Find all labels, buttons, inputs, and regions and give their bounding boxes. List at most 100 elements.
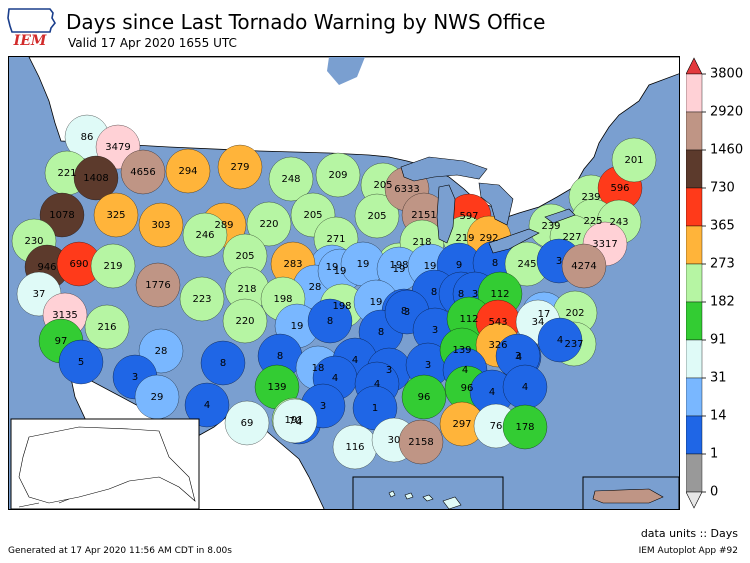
office-value-label: 209 (328, 170, 347, 181)
office-region (222, 298, 268, 344)
logo-text: IEM (13, 33, 47, 48)
office-value-label: 4656 (130, 167, 155, 178)
office-value-label: 292 (479, 233, 498, 244)
office-value-label: 198 (273, 294, 292, 305)
nws-office-regions (11, 114, 657, 470)
office-value-label: 239 (541, 221, 560, 232)
colorbar-tick-label: 31 (710, 371, 727, 386)
office-value-label: 227 (562, 232, 581, 243)
office-value-label: 4 (352, 355, 358, 366)
office-region (224, 400, 270, 446)
office-value-label: 246 (195, 230, 214, 241)
colorbar: 3800 2920 1460 730 365 273 182 91 31 14 1 0 (685, 56, 750, 510)
office-value-label: 543 (488, 317, 507, 328)
office-value-label: 205 (235, 251, 254, 262)
office-value-label: 4 (489, 387, 495, 398)
office-value-label: 297 (452, 419, 471, 430)
colorbar-under-arrow (685, 491, 703, 509)
office-value-label: 3 (386, 365, 392, 376)
colorbar-tick-label: 730 (710, 181, 735, 196)
office-value-label: 283 (283, 259, 302, 270)
map-title: Days since Last Tornado Warning by NWS O… (66, 10, 546, 34)
office-value-label: 220 (235, 316, 254, 327)
colorbar-tick-label: 91 (710, 333, 727, 348)
office-value-label: 3479 (105, 142, 130, 153)
office-value-label: 243 (609, 217, 628, 228)
office-value-label: 289 (214, 220, 233, 231)
office-value-label: 3135 (52, 310, 77, 321)
office-value-label: 4 (374, 379, 380, 390)
office-region (58, 339, 104, 385)
office-value-label: 8 (277, 351, 283, 362)
office-value-label: 220 (259, 219, 278, 230)
office-value-label: 96 (461, 383, 474, 394)
office-value-label: 198 (332, 301, 351, 312)
office-value-label: 19 (393, 264, 406, 275)
office-region (184, 382, 230, 428)
office-region (179, 276, 225, 322)
office-value-label: 28 (155, 346, 168, 357)
office-value-label: 4 (557, 335, 563, 346)
office-value-label: 69 (241, 418, 254, 429)
office-value-label: 2151 (411, 210, 436, 221)
office-value-label: 216 (97, 322, 116, 333)
hawaii-islands (388, 490, 462, 509)
office-value-label: 230 (24, 236, 43, 247)
office-value-label: 8 (492, 258, 498, 269)
office-value-label: 116 (345, 442, 364, 453)
office-value-label: 239 (581, 192, 600, 203)
office-value-label: 596 (610, 183, 629, 194)
puerto-rico-inset (582, 476, 679, 509)
office-value-label: 4 (296, 417, 302, 428)
office-value-label: 96 (418, 392, 431, 403)
office-value-label: 271 (326, 234, 345, 245)
office-region (90, 243, 136, 289)
colorbar-band (685, 453, 703, 493)
alaska-inset (10, 418, 200, 509)
colorbar-band (685, 187, 703, 227)
colorbar-band (685, 225, 703, 265)
office-value-label: 205 (367, 211, 386, 222)
office-region (561, 243, 607, 289)
generated-note: Generated at 17 Apr 2020 11:56 AM CDT in… (8, 546, 232, 556)
office-value-label: 4 (332, 373, 338, 384)
office-value-label: 5 (78, 357, 84, 368)
office-value-label: 19 (370, 297, 383, 308)
office-value-label: 139 (267, 382, 286, 393)
office-value-label: 198 (389, 260, 408, 271)
office-value-label: 3 (320, 401, 326, 412)
office-value-label: 303 (151, 220, 170, 231)
office-value-label: 34 (532, 317, 545, 328)
office-region (39, 192, 85, 238)
office-value-label: 3 (556, 256, 562, 267)
office-value-label: 19 (357, 259, 370, 270)
office-region (93, 192, 139, 238)
office-region (165, 148, 211, 194)
office-value-label: 70 (289, 416, 302, 427)
office-value-label: 1078 (49, 210, 74, 221)
office-value-label: 18 (312, 363, 325, 374)
puerto-rico-landmass (592, 488, 664, 504)
office-value-label: 86 (81, 132, 94, 143)
office-value-label: 279 (230, 162, 249, 173)
office-value-label: 8 (401, 306, 407, 317)
colorbar-over-arrow (685, 57, 703, 75)
office-value-label: 248 (281, 174, 300, 185)
office-value-label: 294 (178, 166, 197, 177)
office-value-label: 3 (472, 289, 478, 300)
alaska-islands (18, 498, 70, 508)
office-region (272, 398, 318, 444)
colorbar-tick-label: 2920 (710, 105, 743, 120)
office-value-label: 2158 (408, 437, 433, 448)
colorbar-band (685, 339, 703, 379)
colorbar-tick-label: 0 (710, 485, 718, 500)
office-region (120, 149, 166, 195)
colorbar-tick-label: 1460 (710, 143, 743, 158)
office-value-label: 112 (459, 314, 478, 325)
office-value-label: 3 (404, 307, 410, 318)
office-value-label: 30 (388, 435, 401, 446)
lake-superior (400, 156, 488, 182)
office-value-label: 218 (237, 284, 256, 295)
office-region (354, 193, 400, 239)
office-region (246, 201, 292, 247)
